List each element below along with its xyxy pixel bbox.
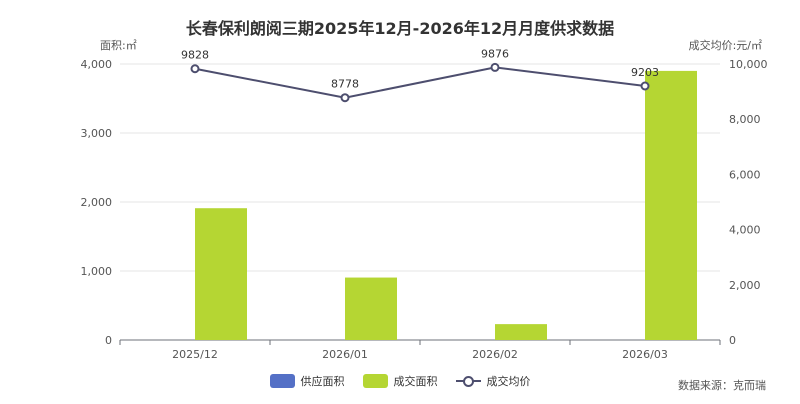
avg-price-line [194,66,646,99]
x-tick-label: 2025/12 [172,348,218,361]
y-left-tick-label: 4,000 [81,58,113,71]
right-axis-unit: 成交均价:元/㎡ [689,38,762,52]
avg-price-label: 8778 [331,78,359,91]
x-tick-label: 2026/03 [622,348,668,361]
avg-price-label: 9828 [181,49,209,62]
y-right-tick-label: 2,000 [729,279,761,292]
x-tick-label: 2026/02 [472,348,518,361]
legend-label-avg-price: 成交均价 [486,375,531,388]
avg-price-point [490,62,500,72]
y-right-tick-label: 6,000 [729,168,761,181]
deal-area-bar [495,324,547,340]
y-right-tick-label: 4,000 [729,224,761,237]
y-left-tick-label: 2,000 [81,196,113,209]
y-right-tick-label: 0 [729,334,736,347]
legend-item-supply[interactable]: 供应面积 [269,373,345,389]
avg-price-point [640,81,650,91]
y-right-tick-label: 10,000 [729,58,768,71]
avg-price-label: 9203 [631,66,659,79]
avg-price-line-swatch [455,374,481,388]
y-right-tick-label: 8,000 [729,113,761,126]
left-axis-unit: 面积:㎡ [100,39,137,52]
y-left-tick-label: 3,000 [81,127,113,140]
data-source: 数据来源：克而瑞 [678,379,766,392]
avg-price-point [340,93,350,103]
supply-swatch [269,374,295,388]
legend-label-deal-area: 成交面积 [393,375,438,388]
chart-title: 长春保利朗阅三期2025年12月-2026年12月月度供求数据 [186,19,614,38]
deal-area-swatch [362,374,388,388]
y-left-tick-label: 0 [105,334,112,347]
legend-item-avg-price[interactable]: 成交均价 [455,373,531,389]
legend-item-deal-area[interactable]: 成交面积 [362,373,438,389]
avg-price-label: 9876 [481,47,509,60]
x-tick-label: 2026/01 [322,348,368,361]
y-left-tick-label: 1,000 [81,265,113,278]
legend: 供应面积 成交面积 成交均价 [0,371,800,391]
deal-area-bar [345,277,397,340]
legend-label-supply: 供应面积 [300,375,345,388]
avg-price-point [190,64,200,74]
deal-area-bar [195,208,247,340]
deal-area-bar [645,70,697,341]
